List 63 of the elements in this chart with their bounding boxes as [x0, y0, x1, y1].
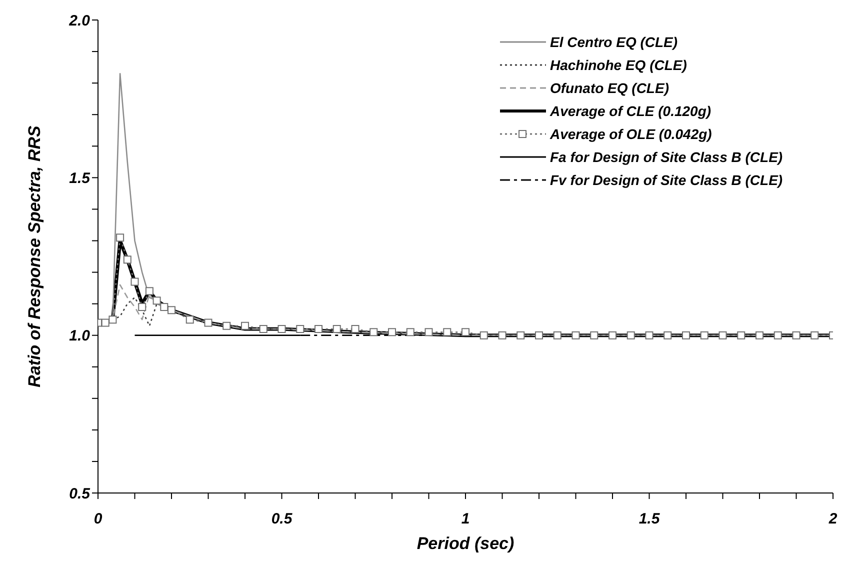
- point: [332, 325, 341, 334]
- point: [186, 316, 194, 324]
- x-tick-label: 0: [94, 510, 103, 528]
- y-axis-title: Ratio of Response Spectra, RRS: [25, 125, 44, 388]
- legend-label: Hachinohe EQ (CLE): [550, 56, 687, 72]
- x-tick-label: 2: [828, 510, 838, 528]
- legend-label: Fv for Design of Site Class B (CLE): [550, 172, 783, 188]
- point: [700, 331, 708, 340]
- point: [168, 306, 176, 314]
- point: [314, 325, 322, 334]
- point: [123, 256, 132, 264]
- point: [259, 325, 268, 334]
- x-tick-label: 1.5: [638, 510, 660, 528]
- point: [737, 331, 746, 340]
- x-tick-label: 1: [461, 510, 470, 528]
- legend-label: Fa for Design of Site Class B (CLE): [550, 148, 783, 164]
- point: [664, 331, 672, 340]
- point: [204, 318, 212, 327]
- y-tick-label: 0.5: [69, 485, 91, 502]
- point: [406, 328, 414, 336]
- point: [608, 331, 616, 340]
- point: [424, 328, 433, 336]
- x-axis-title: Period (sec): [416, 534, 514, 553]
- legend-label: El Centro EQ (CLE): [550, 34, 678, 50]
- point: [222, 322, 231, 330]
- point: [810, 331, 819, 340]
- point: [774, 331, 782, 340]
- y-tick-label: 1.0: [69, 328, 91, 345]
- point: [756, 331, 764, 340]
- point: [145, 287, 154, 296]
- point: [572, 331, 580, 340]
- point: [370, 328, 378, 336]
- point: [645, 331, 654, 340]
- point: [152, 296, 161, 305]
- legend-label: Average of OLE (0.042g): [550, 126, 712, 142]
- point: [792, 331, 800, 340]
- point: [553, 331, 562, 340]
- point: [160, 302, 168, 311]
- point: [108, 316, 117, 324]
- y-tick-label: 2.0: [68, 12, 91, 30]
- point: [682, 331, 690, 340]
- point: [480, 331, 488, 340]
- point: [241, 322, 249, 330]
- point: [278, 325, 286, 334]
- point: [443, 328, 452, 336]
- point: [535, 331, 543, 340]
- point: [462, 328, 470, 336]
- point: [718, 331, 727, 340]
- point: [498, 331, 506, 340]
- point: [296, 325, 304, 334]
- point: [130, 278, 139, 286]
- point: [138, 302, 146, 311]
- point: [626, 331, 635, 340]
- point: [516, 331, 525, 340]
- legend-label: Ofunato EQ (CLE): [550, 80, 669, 96]
- point: [101, 318, 110, 327]
- point: [590, 331, 598, 340]
- x-tick-label: 0.5: [271, 510, 293, 528]
- point: [388, 328, 396, 336]
- point: [116, 234, 124, 242]
- legend-label: Average of CLE (0.120g): [550, 102, 712, 118]
- y-tick-label: 1.5: [69, 170, 91, 187]
- point: [351, 325, 360, 334]
